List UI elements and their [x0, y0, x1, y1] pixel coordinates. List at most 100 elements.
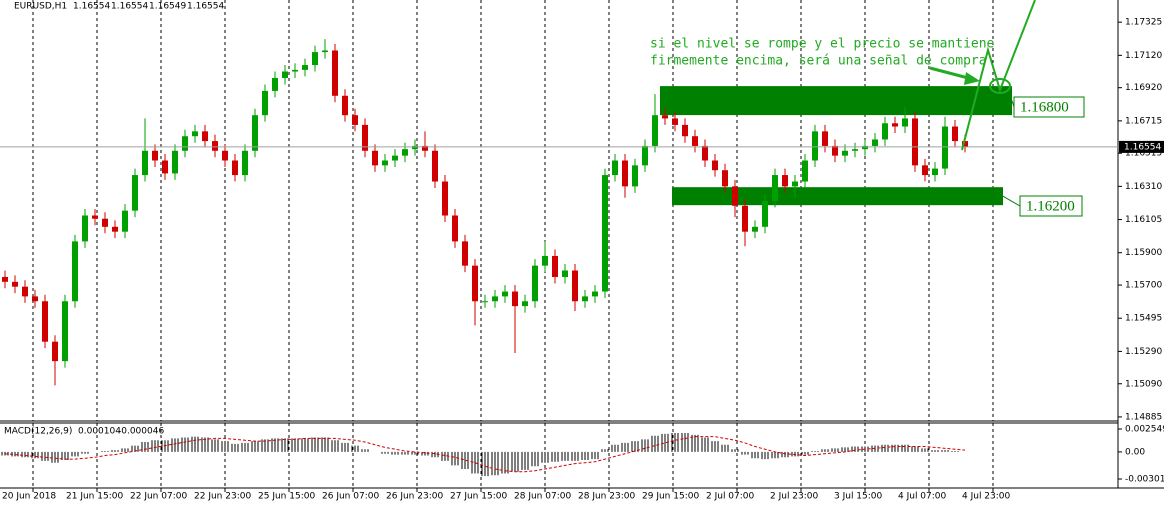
y-tick-label: 1.16920 [1125, 83, 1162, 93]
candle-body [872, 139, 878, 146]
current-price-label: 1.16554 [1124, 142, 1161, 152]
candle-body [692, 136, 698, 146]
candle-body [962, 141, 968, 147]
x-tick-label: 3 Jul 15:00 [834, 492, 883, 502]
candle-body [62, 301, 68, 362]
candle-body [92, 215, 98, 219]
candle-body [42, 301, 48, 342]
candle-body [942, 126, 948, 169]
annotation: firmemente encima, será una señal de com… [650, 54, 987, 69]
x-tick-label: 4 Jul 23:00 [962, 492, 1011, 502]
candle-body [482, 301, 488, 303]
candle-body [702, 145, 708, 161]
x-tick-label: 4 Jul 07:00 [898, 492, 947, 502]
candle-body [862, 145, 868, 150]
candle-body [842, 150, 848, 156]
candle-body [322, 50, 328, 53]
candle-body [522, 301, 528, 307]
y-tick-label: 1.15700 [1125, 281, 1162, 291]
candle-body [952, 126, 958, 142]
candle-body [812, 131, 818, 161]
candle-body [452, 215, 458, 242]
y-tick-label: 1.15090 [1125, 379, 1162, 389]
candle-body [222, 150, 228, 161]
candle-body [462, 241, 468, 266]
y-tick-label: 1.15495 [1125, 314, 1162, 324]
candle-body [302, 65, 308, 70]
candle-body [622, 160, 628, 187]
candle-body [892, 123, 898, 127]
macd-y-tick-label: -0.003013 [1125, 474, 1164, 484]
candle-body [672, 118, 678, 125]
candle-body [732, 186, 738, 206]
candle-body [792, 181, 798, 187]
candle-body [632, 165, 638, 187]
y-tick-label: 1.15290 [1125, 347, 1162, 357]
annotation: si el nivel se rompe y el precio se mant… [650, 37, 995, 52]
candle-body [82, 215, 88, 242]
candle-body [232, 160, 238, 176]
candle-body [332, 50, 338, 96]
x-tick-label: 2 Jul 23:00 [770, 492, 819, 502]
current-price-box [1119, 140, 1164, 153]
header-value: 1.16554 [73, 2, 110, 12]
candle-body [922, 165, 928, 176]
candle-body [572, 270, 578, 302]
macd-y-tick-label: 0.00 [1125, 447, 1145, 457]
candle-body [932, 168, 938, 176]
candle-body [442, 181, 448, 216]
candle-body [762, 200, 768, 227]
candle-body [422, 145, 428, 151]
level-connector [1002, 195, 1021, 207]
x-tick-label: 28 Jun 23:00 [578, 492, 635, 502]
x-tick-label: 2 Jul 07:00 [706, 492, 755, 502]
header-value: 1.16549 [149, 2, 186, 12]
candle-body [912, 118, 918, 166]
annotation-arrow [929, 66, 973, 81]
y-tick-label: 1.16310 [1125, 182, 1162, 192]
candle-body [132, 175, 138, 211]
candle-body [602, 175, 608, 292]
candle-body [852, 149, 858, 151]
header-value: 1.16554 [111, 2, 148, 12]
candle-body [592, 291, 598, 297]
x-tick-label: 22 Jun 23:00 [194, 492, 251, 502]
macd-readout: 0.000104 [78, 427, 121, 437]
candle-body [242, 150, 248, 176]
candle-body [612, 160, 618, 176]
level-label-box [1019, 195, 1083, 217]
candle-body [182, 136, 188, 151]
candle-body [882, 123, 888, 140]
level-label-box [1013, 96, 1085, 118]
candle-body [382, 160, 388, 166]
level-label: 1.16800 [1020, 99, 1069, 115]
candle-body [362, 124, 368, 151]
annotation-arrowhead [964, 72, 980, 85]
x-tick-label: 26 Jun 23:00 [386, 492, 443, 502]
candle-body [742, 205, 748, 232]
candle-body [72, 241, 78, 302]
candle-body [292, 69, 298, 72]
candle-body [822, 131, 828, 146]
candle-body [752, 226, 758, 232]
scenario-path [961, 0, 1036, 151]
candle-body [412, 145, 418, 150]
x-tick-label: 20 Jun 2018 [2, 492, 56, 502]
y-tick-label: 1.16515 [1125, 149, 1162, 159]
macd-name: MACD(12,26,9) [4, 427, 72, 437]
candle-body [772, 175, 778, 201]
candle-body [2, 276, 8, 282]
candle-body [392, 155, 398, 161]
candle-body [902, 118, 908, 127]
x-tick-label: 29 Jun 15:00 [642, 492, 699, 502]
candle-body [782, 175, 788, 187]
x-tick-label: 28 Jun 07:00 [514, 492, 571, 502]
candle-body [642, 145, 648, 166]
candle-body [542, 255, 548, 266]
grid [32, 0, 994, 488]
candle-body [802, 160, 808, 182]
y-tick-label: 1.17325 [1125, 18, 1162, 28]
candle-body [342, 95, 348, 116]
candle-body [52, 341, 58, 362]
